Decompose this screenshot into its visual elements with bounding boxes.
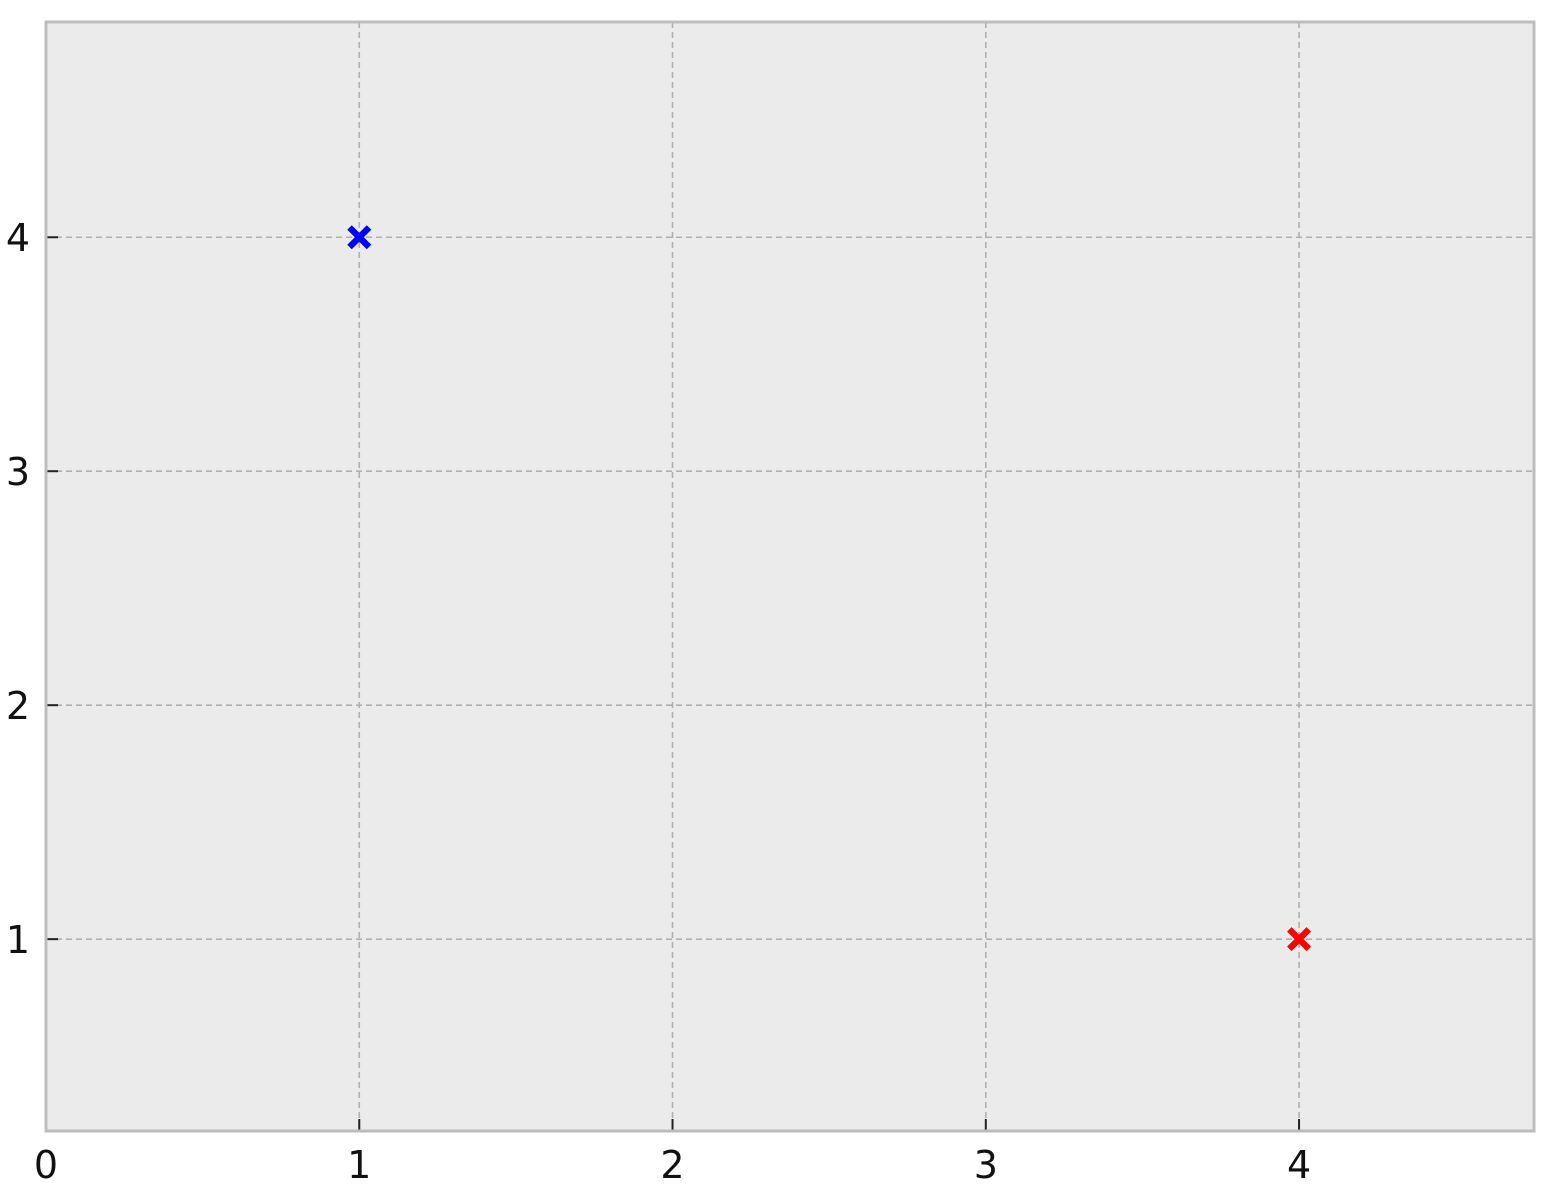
x-tick-label: 1: [347, 1143, 371, 1187]
plot-frame: [44, 20, 1536, 1133]
x-tick-label: 3: [974, 1143, 998, 1187]
y-tick-label: 4: [6, 216, 30, 260]
data-point-2: [1287, 927, 1312, 952]
x-tick-label: 4: [1287, 1143, 1311, 1187]
plot-area: [46, 22, 1534, 1131]
grid-lines: [46, 22, 1534, 1131]
data-point-1: [347, 225, 372, 250]
y-tick-label: 3: [6, 450, 30, 494]
y-tick-label: 2: [6, 684, 30, 728]
axis-ticks: 0 1 2 3 4 1 2 3 4: [6, 216, 1311, 1187]
y-tick-label: 1: [6, 918, 30, 962]
data-points: [347, 225, 1312, 952]
x-tick-label: 0: [34, 1143, 58, 1187]
x-tick-label: 2: [660, 1143, 684, 1187]
